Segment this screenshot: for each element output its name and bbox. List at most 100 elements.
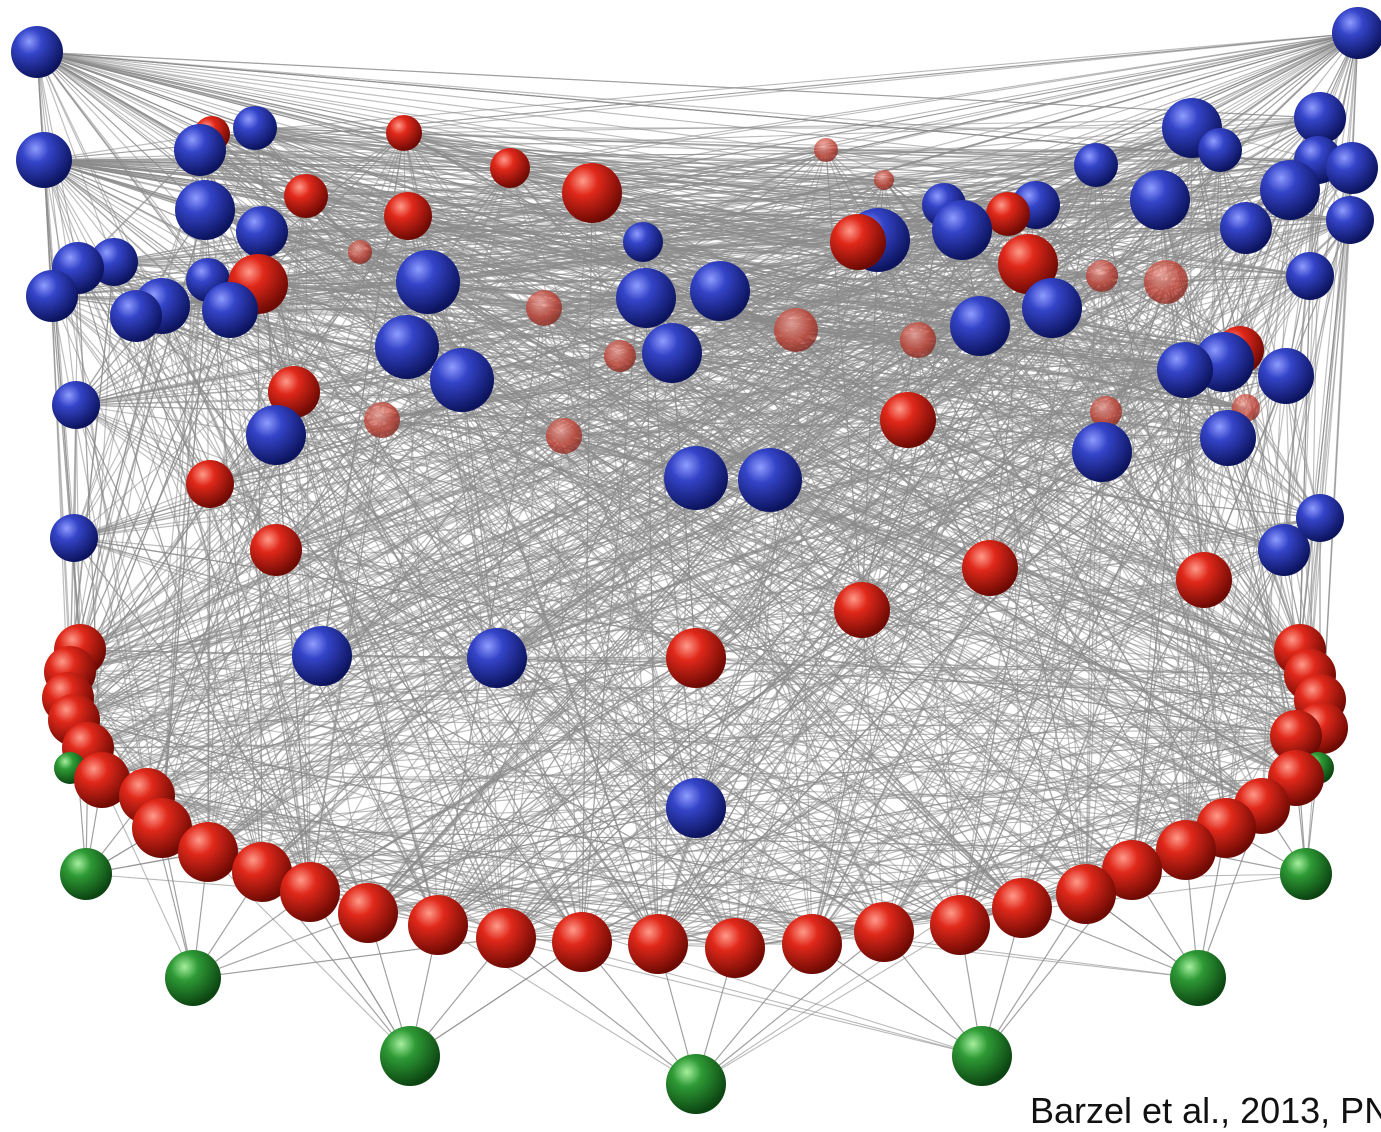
red-node (476, 908, 536, 968)
network-edge (437, 297, 647, 926)
blue-node (246, 405, 306, 465)
network-edge (101, 779, 885, 933)
network-edge (135, 315, 697, 659)
blue-node (396, 250, 460, 314)
network-edge (161, 305, 263, 873)
network-edge (113, 261, 1287, 377)
network-edge (883, 649, 1301, 933)
network-edge (1085, 199, 1161, 895)
network-edge (275, 549, 1311, 676)
network-edge (257, 283, 961, 926)
network-edge (1165, 32, 1359, 283)
network-edge (505, 937, 697, 1085)
network-edge (101, 767, 1319, 781)
network-edge (427, 164, 1097, 283)
network-edge (907, 419, 961, 926)
network-edge (1185, 189, 1291, 851)
network-edge (79, 649, 961, 926)
network-edge (207, 195, 307, 853)
network-edge (695, 325, 981, 809)
network-edge (581, 549, 1285, 943)
network-edge (695, 419, 909, 479)
network-edge (275, 549, 1023, 909)
red-node (900, 322, 936, 358)
network-edge (36, 51, 405, 134)
blue-node (950, 296, 1010, 356)
network-edge (101, 779, 983, 1057)
network-edge (1085, 549, 1285, 895)
red-node (1176, 552, 1232, 608)
red-node (874, 170, 894, 190)
network-edge (563, 192, 593, 437)
blue-node (623, 222, 663, 262)
blue-node (430, 348, 494, 412)
red-node (962, 540, 1018, 596)
network-edge (75, 325, 981, 406)
network-edge (959, 307, 1053, 926)
red-node (1086, 260, 1118, 292)
network-edge (275, 281, 1167, 436)
network-edge (199, 149, 859, 243)
blue-node (1157, 342, 1213, 398)
network-edge (989, 227, 1247, 569)
network-edge (73, 655, 323, 721)
network-edge (207, 179, 885, 853)
network-edge (309, 579, 1205, 893)
network-edge (437, 32, 1359, 926)
green-node (1170, 950, 1226, 1006)
network-edge (36, 51, 1221, 151)
network-edge (657, 477, 697, 945)
network-edge (36, 51, 201, 151)
network-edge (979, 325, 1247, 409)
network-edge (161, 735, 1297, 829)
network-edge (254, 127, 827, 151)
red-node (628, 914, 688, 974)
network-edge (861, 609, 1187, 851)
red-node (562, 163, 622, 223)
network-edge (161, 649, 1301, 829)
network-edge (101, 275, 1311, 781)
red-node (386, 115, 422, 151)
network-edge (321, 369, 1186, 657)
network-edge (69, 375, 1287, 673)
network-edge (1035, 149, 1221, 206)
network-edge (381, 419, 507, 939)
network-edge (36, 51, 1311, 277)
network-edge (695, 657, 885, 933)
network-edge (309, 891, 411, 1057)
green-node (165, 950, 221, 1006)
red-node (74, 752, 130, 808)
network-edge (161, 827, 1187, 851)
network-edge (381, 419, 1321, 701)
network-edge (309, 807, 697, 893)
network-edge (671, 352, 1247, 409)
network-edge (496, 149, 1221, 659)
network-edge (461, 379, 498, 659)
network-edge (367, 849, 1187, 914)
blue-node (932, 200, 992, 260)
network-edge (795, 32, 1359, 331)
blue-node (664, 446, 728, 510)
network-edge (509, 32, 1359, 169)
blue-node (1258, 348, 1314, 404)
network-edge (43, 159, 1103, 277)
network-edge (581, 192, 593, 943)
network-edge (135, 315, 311, 893)
network-edge (275, 434, 1187, 851)
network-edge (1299, 167, 1353, 651)
network-edge (309, 435, 565, 893)
network-edge (719, 189, 1291, 292)
red-node (1156, 820, 1216, 880)
network-edge (406, 164, 1097, 348)
red-node (250, 524, 302, 576)
network-edge (69, 767, 736, 949)
blue-node (642, 323, 702, 383)
green-node (60, 848, 112, 900)
blue-node (616, 268, 676, 328)
red-node (132, 798, 192, 858)
red-node (490, 148, 530, 188)
network-edge (367, 204, 945, 914)
network-edge (67, 192, 593, 699)
network-edge (1245, 32, 1359, 409)
network-edge (135, 315, 277, 551)
